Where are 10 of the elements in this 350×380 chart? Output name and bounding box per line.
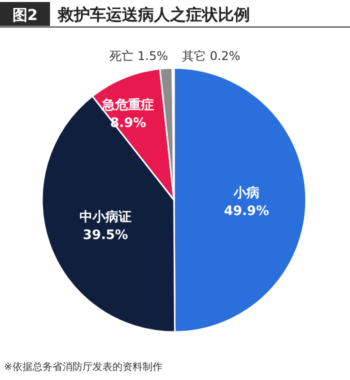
slice-label: 中小病证	[79, 208, 132, 225]
slice-label: 小病	[232, 184, 260, 201]
caption: 图2	[12, 6, 38, 24]
chart-title: 救护车运送病人之症状比例	[57, 5, 250, 24]
slice-label: 其它 0.2%	[182, 49, 240, 63]
slice-label: 急危重症	[101, 96, 154, 113]
data-label: 49.9%	[224, 204, 270, 219]
text: ※依据总务省消防厅发表的资料制作	[4, 361, 162, 373]
slice-label: 死亡 1.5%	[110, 49, 168, 63]
data-label: 39.5%	[82, 228, 128, 243]
